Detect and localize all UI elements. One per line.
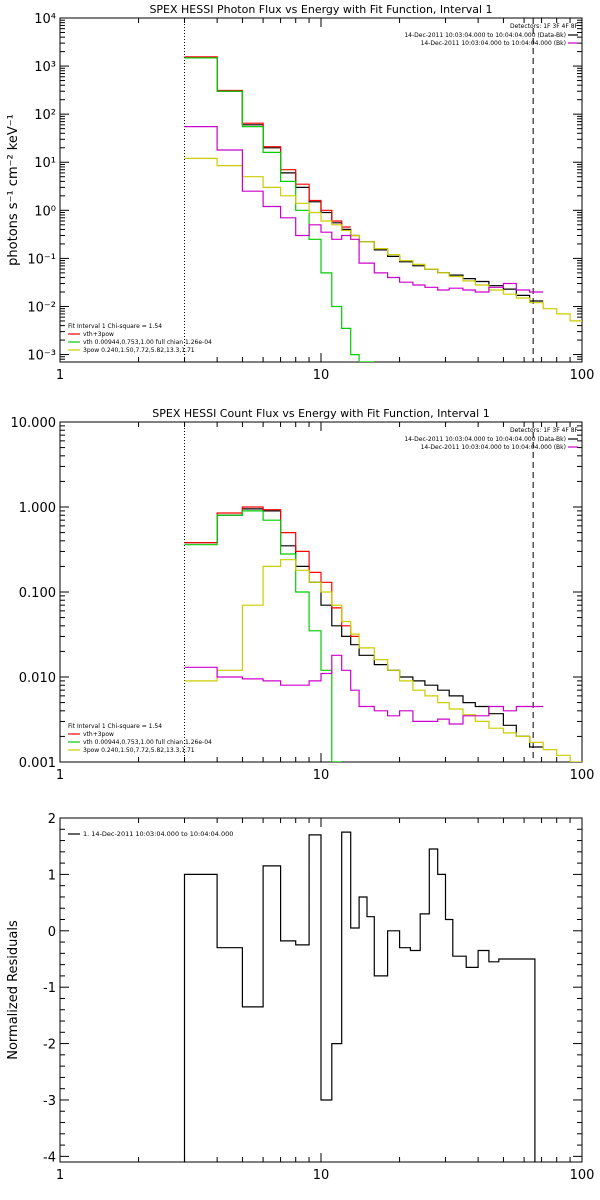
x-tick-label: 100 — [570, 768, 595, 783]
y-tick-label: 10⁻³ — [27, 349, 56, 364]
legend-left-entry: vth+3pow — [83, 731, 114, 738]
y-tick-label: -2 — [43, 1038, 56, 1053]
legend-right-entry: 14-Dec-2011 10:03:04.000 to 10:04:04.000… — [404, 436, 566, 443]
x-tick-label: 100 — [570, 368, 595, 383]
y-tick-label: 10⁻² — [27, 300, 56, 315]
y-tick-label: 0.010 — [19, 671, 56, 686]
y-tick-label: 10² — [34, 108, 56, 123]
series-vth+3pow — [184, 56, 351, 228]
x-tick-label: 1 — [56, 368, 64, 383]
x-tick-label: 10 — [313, 368, 330, 383]
legend-right-header: Detectors: 1F 3F 4F 8F — [510, 23, 579, 30]
series-3pow — [184, 157, 582, 322]
series-background — [184, 126, 544, 293]
legend-left-entry: vth 0.00944,0.753,1.00 full chian 1.26e-… — [83, 339, 212, 346]
x-tick-label: 10 — [313, 1168, 330, 1183]
y-tick-label: 10⁴ — [34, 12, 56, 27]
legend-left-entry: vth 0.00944,0.753,1.00 full chian 1.26e-… — [83, 739, 212, 746]
legend-left-entry: 1. 14-Dec-2011 10:03:04.000 to 10:04:04.… — [83, 830, 233, 838]
x-tick-label: 1 — [56, 1168, 64, 1183]
y-axis-label: Normalized Residuals — [6, 920, 21, 1060]
series-background — [184, 654, 544, 725]
y-tick-label: 10⁰ — [34, 204, 56, 219]
series-vth — [184, 57, 375, 362]
y-tick-label: 10¹ — [34, 156, 56, 171]
series-residuals — [183, 831, 536, 1162]
legend-left-header: Fit Interval 1 Chi-square = 1.54 — [68, 323, 162, 330]
chart-panel-3: 1 10 100 -4 -3 -2 -1 0 1 2 Normalized Residuals 1. … — [6, 812, 594, 1183]
y-tick-label: 2 — [48, 812, 56, 827]
legend-left-entry: 3pow 0.240,1.50,7.72,5.82,13.3,1.71 — [83, 347, 195, 354]
y-tick-label: 10³ — [34, 60, 56, 75]
y-tick-label: -3 — [43, 1094, 56, 1109]
series-vth — [184, 510, 342, 762]
x-tick-label: 1 — [56, 768, 64, 783]
series-vth+3pow — [184, 506, 360, 637]
chart-panel-2: SPEX HESSI Count Flux vs Energy with Fit… — [11, 407, 595, 783]
legend-right-entry: 14-Dec-2011 10:03:04.000 to 10:04:04.000… — [404, 32, 566, 39]
legend-left-header: Fit Interval 1 Chi-square = 1.54 — [68, 723, 162, 730]
series-data — [184, 508, 544, 748]
chart-panel-1: SPEX HESSI Photon Flux vs Energy with Fi… — [6, 3, 594, 383]
y-tick-label: 10.000 — [11, 416, 57, 431]
x-tick-label: 10 — [313, 768, 330, 783]
y-tick-label: 0.001 — [19, 756, 56, 771]
chart-title: SPEX HESSI Photon Flux vs Energy with Fi… — [149, 3, 492, 16]
legend-left-entry: 3pow 0.240,1.50,7.72,5.82,13.3,1.71 — [83, 747, 195, 754]
y-tick-label: 0.100 — [19, 586, 56, 601]
y-tick-label: 0 — [48, 925, 56, 940]
y-tick-label: 1 — [48, 868, 56, 883]
y-tick-label: -4 — [43, 1150, 56, 1165]
series-3pow — [184, 559, 582, 762]
x-tick-label: 100 — [570, 1168, 595, 1183]
y-tick-label: 10⁻¹ — [27, 252, 56, 267]
legend-right-entry: 14-Dec-2011 10:03:04.000 to 10:04:04.000… — [421, 40, 566, 47]
y-axis-label: photons s⁻¹ cm⁻² keV⁻¹ — [6, 114, 21, 266]
y-tick-label: 1.000 — [19, 501, 56, 516]
y-tick-label: -1 — [43, 981, 56, 996]
legend-right-header: Detectors: 1F 3F 4F 8F — [510, 427, 579, 434]
chart-title: SPEX HESSI Count Flux vs Energy with Fit… — [152, 407, 489, 420]
legend-left-entry: vth+3pow — [83, 331, 114, 338]
series-data — [184, 57, 544, 302]
legend-right-entry: 14-Dec-2011 10:03:04.000 to 10:04:04.000… — [421, 444, 566, 451]
plot-frame — [59, 17, 583, 363]
